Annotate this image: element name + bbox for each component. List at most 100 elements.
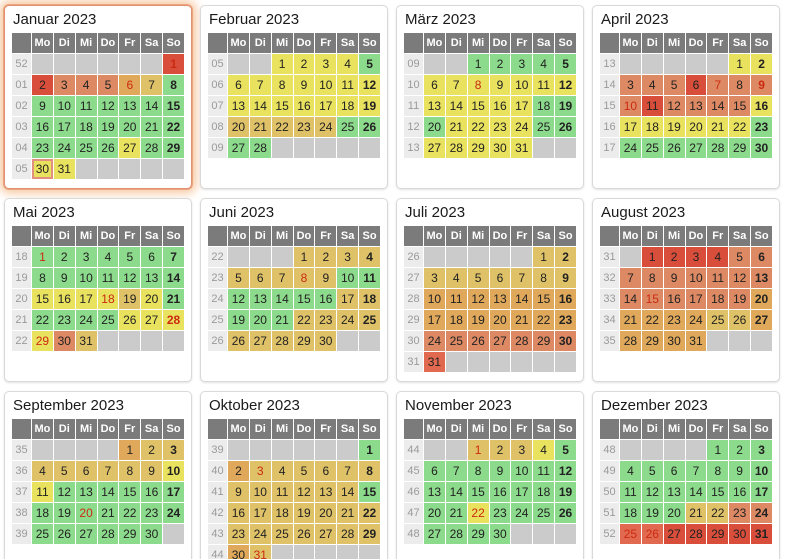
day-cell[interactable]: 24: [75, 310, 97, 330]
day-cell[interactable]: 22: [271, 117, 293, 137]
day-cell[interactable]: 30: [751, 138, 772, 158]
day-cell[interactable]: 2: [489, 54, 511, 74]
day-cell[interactable]: 12: [467, 289, 489, 309]
day-cell[interactable]: 31: [511, 138, 533, 158]
day-cell[interactable]: 13: [424, 96, 445, 116]
day-cell[interactable]: 8: [467, 461, 489, 481]
day-cell[interactable]: 25: [707, 310, 729, 330]
day-cell[interactable]: 4: [620, 461, 641, 481]
day-cell[interactable]: 4: [359, 247, 380, 267]
day-cell[interactable]: 1: [119, 440, 141, 460]
day-cell[interactable]: 16: [53, 289, 75, 309]
day-cell[interactable]: 3: [424, 268, 445, 288]
day-cell[interactable]: 25: [359, 310, 380, 330]
day-cell[interactable]: 22: [533, 310, 555, 330]
day-cell[interactable]: 23: [555, 310, 576, 330]
day-cell[interactable]: 8: [163, 75, 184, 95]
day-cell[interactable]: 15: [467, 482, 489, 502]
day-cell[interactable]: 8: [729, 75, 751, 95]
day-cell[interactable]: 7: [249, 75, 271, 95]
day-cell[interactable]: 22: [729, 117, 751, 137]
day-cell[interactable]: 19: [663, 117, 685, 137]
day-cell[interactable]: 22: [119, 503, 141, 523]
day-cell[interactable]: 22: [293, 310, 315, 330]
day-cell[interactable]: 9: [315, 268, 337, 288]
day-cell[interactable]: 13: [249, 289, 271, 309]
day-cell[interactable]: 4: [75, 75, 97, 95]
day-cell[interactable]: 23: [489, 117, 511, 137]
day-cell[interactable]: 27: [228, 138, 249, 158]
day-cell[interactable]: 27: [751, 310, 772, 330]
day-cell[interactable]: 27: [119, 138, 141, 158]
day-cell[interactable]: 22: [359, 503, 380, 523]
day-cell[interactable]: 22: [163, 117, 184, 137]
day-cell[interactable]: 23: [32, 138, 53, 158]
day-cell[interactable]: 25: [641, 138, 663, 158]
day-cell[interactable]: 29: [729, 138, 751, 158]
day-cell[interactable]: 4: [641, 75, 663, 95]
day-cell[interactable]: 12: [228, 289, 249, 309]
day-cell[interactable]: 21: [707, 117, 729, 137]
day-cell[interactable]: 30: [729, 524, 751, 544]
day-cell[interactable]: 7: [445, 75, 467, 95]
day-cell[interactable]: 2: [729, 440, 751, 460]
day-cell[interactable]: 16: [32, 117, 53, 137]
day-cell[interactable]: 30: [489, 138, 511, 158]
day-cell[interactable]: 6: [663, 461, 685, 481]
day-cell[interactable]: 26: [555, 503, 576, 523]
day-cell[interactable]: 4: [707, 247, 729, 267]
day-cell[interactable]: 9: [489, 75, 511, 95]
day-cell[interactable]: 30: [53, 331, 75, 351]
day-cell[interactable]: 3: [163, 440, 184, 460]
day-cell[interactable]: 2: [32, 75, 53, 95]
day-cell[interactable]: 2: [663, 247, 685, 267]
day-cell[interactable]: 6: [141, 247, 163, 267]
day-cell[interactable]: 6: [315, 461, 337, 481]
day-cell[interactable]: 13: [315, 482, 337, 502]
day-cell[interactable]: 9: [663, 268, 685, 288]
day-cell[interactable]: 2: [555, 247, 576, 267]
day-cell[interactable]: 17: [163, 482, 184, 502]
day-cell[interactable]: 23: [663, 310, 685, 330]
day-cell[interactable]: 2: [53, 247, 75, 267]
day-cell[interactable]: 4: [337, 54, 359, 74]
day-cell[interactable]: 10: [163, 461, 184, 481]
day-cell[interactable]: 11: [32, 482, 53, 502]
day-cell[interactable]: 17: [315, 96, 337, 116]
day-cell[interactable]: 18: [337, 96, 359, 116]
day-cell[interactable]: 8: [293, 268, 315, 288]
day-cell[interactable]: 10: [511, 75, 533, 95]
day-cell[interactable]: 29: [641, 331, 663, 351]
day-cell[interactable]: 9: [228, 482, 249, 502]
day-cell[interactable]: 25: [337, 117, 359, 137]
day-cell[interactable]: 14: [511, 289, 533, 309]
day-cell[interactable]: 20: [75, 503, 97, 523]
day-cell[interactable]: 24: [511, 503, 533, 523]
day-cell[interactable]: 30: [555, 331, 576, 351]
day-cell[interactable]: 9: [729, 461, 751, 481]
day-cell[interactable]: 29: [467, 138, 489, 158]
day-cell[interactable]: 28: [141, 138, 163, 158]
day-cell[interactable]: 25: [533, 503, 555, 523]
day-cell[interactable]: 20: [315, 503, 337, 523]
day-cell[interactable]: 15: [467, 96, 489, 116]
day-cell[interactable]: 6: [424, 75, 445, 95]
day-cell[interactable]: 23: [751, 117, 772, 137]
day-cell[interactable]: 28: [271, 331, 293, 351]
day-cell[interactable]: 6: [119, 75, 141, 95]
day-cell[interactable]: 5: [53, 461, 75, 481]
day-cell[interactable]: 1: [641, 247, 663, 267]
day-cell[interactable]: 17: [751, 482, 772, 502]
day-cell[interactable]: 11: [359, 268, 380, 288]
day-cell[interactable]: 23: [293, 117, 315, 137]
day-cell[interactable]: 13: [751, 268, 772, 288]
day-cell[interactable]: 18: [271, 503, 293, 523]
day-cell[interactable]: 14: [141, 96, 163, 116]
day-cell[interactable]: 4: [533, 440, 555, 460]
day-cell[interactable]: 31: [685, 331, 707, 351]
day-cell[interactable]: 11: [641, 96, 663, 116]
day-cell[interactable]: 29: [163, 138, 184, 158]
day-cell[interactable]: 26: [555, 117, 576, 137]
day-cell[interactable]: 31: [75, 331, 97, 351]
day-cell[interactable]: 17: [685, 289, 707, 309]
